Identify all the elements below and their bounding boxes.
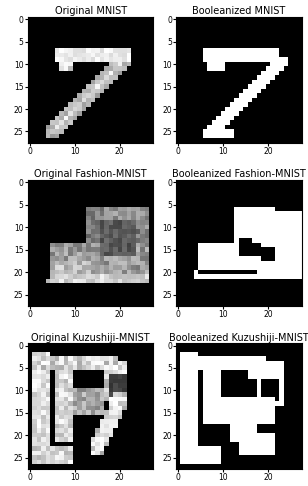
Title: Booleanized MNIST: Booleanized MNIST [192,6,286,16]
Title: Booleanized Kuzushiji-MNIST: Booleanized Kuzushiji-MNIST [169,332,308,343]
Title: Original Fashion-MNIST: Original Fashion-MNIST [34,169,147,179]
Title: Booleanized Fashion-MNIST: Booleanized Fashion-MNIST [172,169,306,179]
Title: Original MNIST: Original MNIST [55,6,127,16]
Title: Original Kuzushiji-MNIST: Original Kuzushiji-MNIST [31,332,150,343]
